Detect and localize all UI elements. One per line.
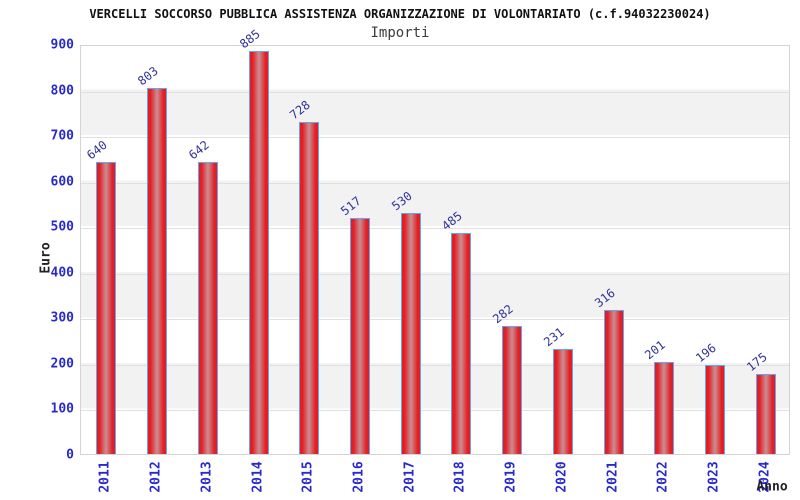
gridline	[81, 319, 789, 321]
bar	[755, 374, 776, 454]
y-axis-tick-label: 0	[66, 447, 74, 463]
x-axis-tick-label: 2023	[706, 461, 722, 493]
bar	[451, 233, 472, 454]
x-axis-tick-label: 2019	[503, 461, 519, 493]
y-axis-tick-label: 800	[50, 83, 74, 99]
x-axis-tick-label: 2014	[250, 461, 265, 493]
plot-area	[80, 45, 790, 455]
gridline	[81, 273, 789, 275]
gridline	[81, 137, 789, 139]
gridline	[81, 182, 789, 184]
bar	[704, 364, 725, 454]
gridline	[81, 364, 789, 366]
y-axis-tick-label: 700	[50, 128, 74, 144]
y-axis-tick-label: 200	[50, 356, 74, 372]
bar	[654, 362, 675, 454]
bar	[502, 325, 523, 454]
x-axis-tick-label: 2021	[605, 461, 620, 493]
gridline	[81, 410, 789, 412]
bar	[552, 348, 573, 454]
x-axis-title: Anno	[756, 479, 788, 495]
gridline	[81, 228, 789, 230]
gridline	[81, 91, 789, 93]
y-axis-title: Euro	[38, 242, 54, 274]
bar	[299, 122, 320, 454]
x-axis-tick-label: 2015	[300, 461, 316, 493]
y-axis-tick-label: 900	[50, 37, 74, 53]
y-axis-tick-label: 100	[50, 401, 74, 417]
chart-title: VERCELLI SOCCORSO PUBBLICA ASSISTENZA OR…	[89, 7, 711, 21]
chart-subtitle: Importi	[370, 25, 430, 41]
x-axis-tick-label: 2018	[452, 461, 468, 493]
bar	[400, 212, 421, 454]
x-axis-tick-label: 2013	[199, 461, 215, 493]
bar	[349, 218, 370, 454]
x-axis-tick-label: 2020	[554, 461, 570, 493]
y-axis-tick-label: 500	[50, 219, 74, 235]
x-axis-tick-label: 2016	[351, 461, 367, 493]
bar	[197, 161, 218, 454]
bar	[147, 88, 168, 454]
bar	[603, 310, 624, 454]
bar	[248, 50, 269, 454]
x-axis-tick-label: 2012	[148, 461, 164, 493]
y-axis-tick-label: 300	[50, 310, 74, 326]
bar	[96, 162, 117, 454]
y-axis-tick-label: 600	[50, 174, 74, 190]
x-axis-tick-label: 2022	[655, 461, 671, 493]
x-axis-tick-label: 2011	[97, 461, 113, 493]
x-axis-tick-label: 2017	[402, 461, 418, 493]
y-axis-tick-label: 400	[50, 265, 74, 281]
